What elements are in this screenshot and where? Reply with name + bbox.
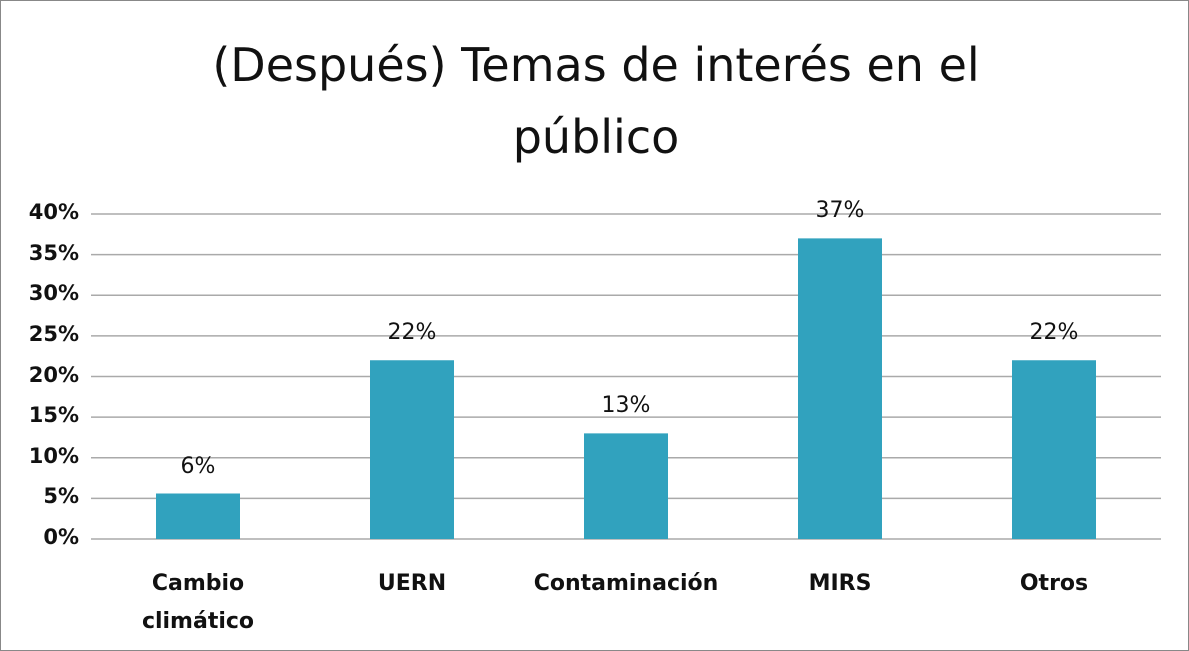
bar [156, 493, 240, 539]
y-tick-label: 10% [28, 443, 79, 468]
x-tick-label: Otros [1019, 571, 1089, 596]
data-label: 22% [1029, 320, 1079, 346]
data-label: 13% [601, 393, 651, 419]
bar [370, 360, 454, 539]
data-label: 22% [387, 320, 437, 346]
bar [584, 433, 668, 539]
y-tick-label: 5% [43, 484, 79, 509]
y-tick-label: 30% [28, 281, 79, 306]
y-tick-label: 25% [28, 321, 79, 346]
y-tick-label: 40% [28, 200, 79, 224]
y-tick-label: 20% [28, 362, 79, 387]
x-tick-label: Cambio climático [141, 571, 255, 634]
x-tick-label: Contaminación [533, 571, 719, 596]
x-tick-label: MIRS [808, 571, 872, 596]
y-tick-label: 35% [28, 240, 79, 265]
data-label: 6% [180, 453, 216, 479]
y-tick-label: 15% [28, 403, 79, 428]
chart-title: (Después) Temas de interés en el público [212, 38, 980, 164]
bar [1012, 360, 1096, 539]
data-label: 37% [815, 198, 865, 224]
x-tick-label: UERN [377, 571, 447, 596]
y-tick-label: 0% [43, 525, 79, 549]
bar [798, 238, 882, 539]
